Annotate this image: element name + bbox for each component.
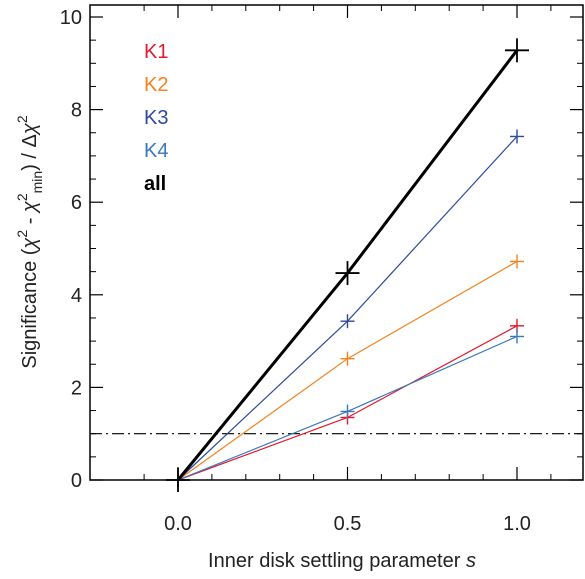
marker-k2 (340, 351, 355, 366)
y-tick-label: 10 (60, 7, 82, 29)
marker-k2 (510, 254, 524, 269)
legend-label-all: all (144, 173, 166, 195)
y-axis-label: Significance (χ2 - χ2min) / Δχ2 (14, 115, 45, 368)
x-tick-label: 1.0 (503, 513, 531, 535)
y-tick-label: 4 (71, 285, 82, 307)
y-tick-label: 8 (71, 100, 82, 122)
marker-k3 (510, 129, 524, 144)
legend-label-k2: K2 (144, 74, 168, 96)
x-axis-label: Inner disk settling parameter s (208, 550, 476, 572)
x-tick-label: 0.0 (164, 513, 192, 535)
legend-label-k4: K4 (144, 140, 168, 162)
x-tick-label: 0.5 (334, 513, 362, 535)
legend-label-k3: K3 (144, 107, 168, 129)
legend: K1 K2 K3 K4 all (144, 41, 168, 195)
marker-k4 (340, 404, 355, 419)
marker-k3 (340, 314, 355, 329)
marker-k4 (510, 329, 524, 344)
legend-label-k1: K1 (144, 41, 168, 63)
series-line-k2 (177, 260, 518, 481)
marker-all (166, 468, 190, 492)
y-tick-label: 6 (71, 192, 82, 214)
marker-all (335, 261, 360, 286)
plot-frame (89, 4, 584, 481)
tick-labels: 0.0 0.5 1.0 0 2 4 6 8 10 (60, 7, 531, 535)
tick-marks (90, 5, 583, 481)
marker-all (505, 38, 529, 63)
y-tick-label: 2 (71, 377, 82, 399)
series-line-k1 (177, 325, 518, 481)
series-markers (166, 38, 529, 492)
series-line-k3 (177, 136, 518, 481)
y-tick-label: 0 (71, 470, 82, 492)
